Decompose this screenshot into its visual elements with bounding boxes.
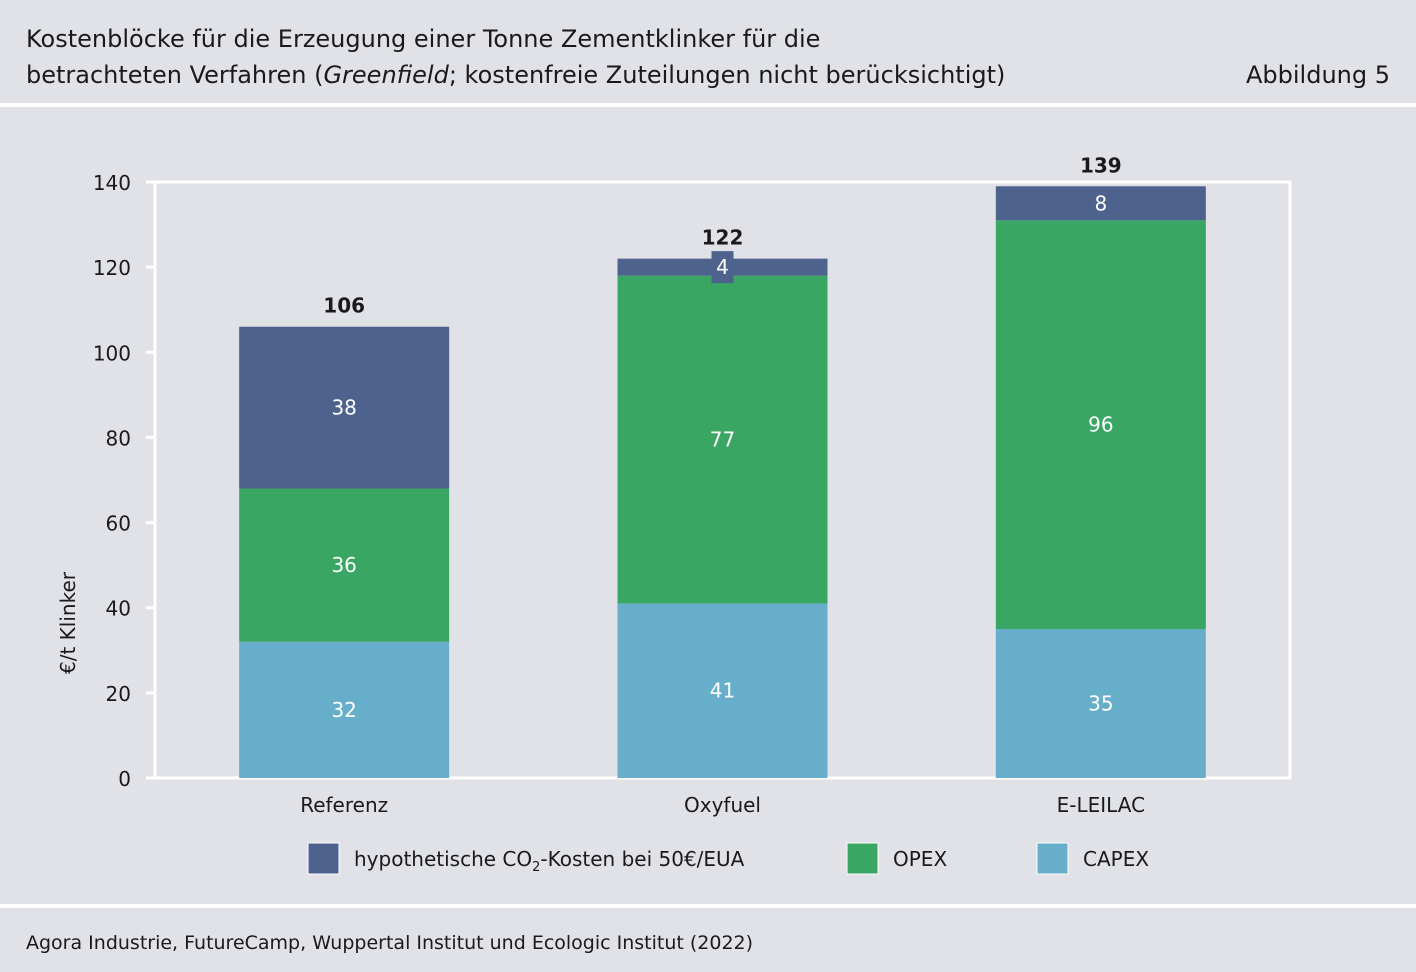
source-note: Agora Industrie, FutureCamp, Wuppertal I… — [26, 932, 754, 954]
x-tick-label: Referenz — [300, 793, 388, 817]
bars: 32 36 38 106 41 77 4 122 35 96 8 139 — [239, 153, 1206, 778]
legend: hypothetische CO2-Kosten bei 50€/EUA OPEX… — [307, 842, 1149, 875]
title-suffix: ; kostenfreie Zuteilungen nicht berücksi… — [448, 61, 1006, 89]
y-axis: 0 20 40 60 80 100 120 140 — [93, 171, 155, 791]
x-tick-label: E-LEILAC — [1057, 793, 1145, 817]
x-axis: Referenz Oxyfuel E-LEILAC — [300, 793, 1145, 817]
bar-segment — [995, 220, 1206, 630]
title-prefix: betrachteten Verfahren ( — [26, 61, 324, 89]
legend-swatch — [1036, 842, 1069, 875]
segment-value-label: 38 — [331, 396, 356, 420]
legend-label: CAPEX — [1083, 847, 1149, 871]
bar-segment — [239, 641, 450, 778]
legend-swatch — [307, 842, 340, 875]
legend-label-suffix: -Kosten bei 50€/EUA — [540, 847, 744, 871]
segment-value-label: 41 — [710, 679, 735, 703]
segment-value-label: 8 — [1094, 191, 1107, 215]
legend-label-prefix: hypothetische CO — [354, 847, 532, 871]
y-tick-label: 100 — [93, 341, 131, 365]
bar-segment — [239, 488, 450, 642]
legend-label-subscript: 2 — [532, 860, 540, 875]
figure-header: Kostenblöcke für die Erzeugung einer Ton… — [0, 0, 1416, 103]
y-axis-title: €/t Klinker — [56, 571, 80, 674]
segment-value-label: 36 — [331, 553, 356, 577]
chart-title-line-1: Kostenblöcke für die Erzeugung einer Ton… — [26, 25, 821, 53]
y-tick-label: 0 — [118, 767, 131, 791]
bar-total-label: 122 — [702, 226, 744, 250]
bar-segment — [239, 326, 450, 489]
legend-label: OPEX — [893, 847, 947, 871]
legend-label: hypothetische CO2-Kosten bei 50€/EUA — [354, 847, 745, 875]
y-tick-label: 40 — [106, 597, 131, 621]
header-divider — [0, 103, 1416, 107]
x-tick-label: Oxyfuel — [684, 793, 761, 817]
bar-total-label: 106 — [323, 294, 365, 318]
stacked-bar-chart: 0 20 40 60 80 100 120 140 €/t Klinker 32 36 38 106… — [56, 153, 1292, 875]
figure-number: Abbildung 5 — [1245, 61, 1390, 89]
legend-swatch — [846, 842, 879, 875]
y-tick-label: 20 — [106, 682, 131, 706]
segment-value-label: 32 — [331, 698, 356, 722]
bar-total-label: 139 — [1080, 153, 1122, 177]
segment-value-label: 35 — [1088, 692, 1113, 716]
bar-segment — [617, 603, 828, 778]
bar-segment — [617, 275, 828, 604]
y-tick-label: 60 — [106, 512, 131, 536]
y-tick-label: 120 — [93, 256, 131, 280]
bar-segment — [995, 629, 1206, 778]
segment-value-label: 4 — [716, 255, 729, 279]
bar-segment — [995, 186, 1206, 221]
segment-value-label: 96 — [1088, 413, 1113, 437]
chart-title-line-2: betrachteten Verfahren (Greenfield; kost… — [26, 60, 1005, 90]
footer-divider — [0, 904, 1416, 908]
y-tick-label: 140 — [93, 171, 131, 195]
segment-value-label: 77 — [710, 428, 735, 452]
title-italic: Greenfield — [323, 61, 449, 89]
small-value-badge — [711, 251, 734, 284]
y-tick-label: 80 — [106, 426, 131, 450]
